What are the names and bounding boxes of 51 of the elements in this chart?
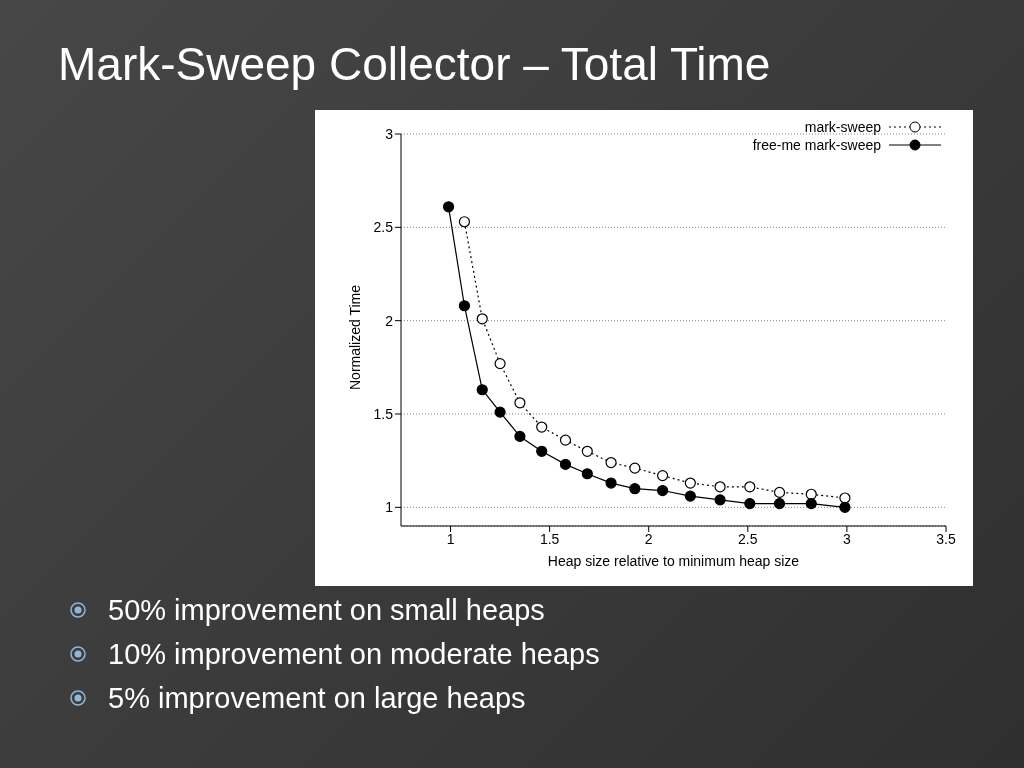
point xyxy=(559,434,572,446)
point xyxy=(629,462,641,474)
y-tick-label: 2.5 xyxy=(373,219,394,236)
y-tick-label: 2 xyxy=(385,312,394,329)
x-tick-label: 3 xyxy=(843,530,852,547)
x-axis-title: Heap size relative to minimum heap size xyxy=(547,553,800,569)
text: 10% improvement on moderate heaps xyxy=(108,637,600,671)
point xyxy=(684,490,696,502)
y-axis-title: Normalized Time xyxy=(346,284,363,390)
x-tick-label: 3.5 xyxy=(936,530,956,547)
point xyxy=(476,384,488,396)
legend-label: free-me mark-sweep xyxy=(752,137,881,153)
point xyxy=(805,488,817,500)
point xyxy=(458,216,471,228)
point xyxy=(744,481,756,493)
point xyxy=(744,498,756,510)
point xyxy=(514,430,526,442)
point xyxy=(442,201,455,213)
point xyxy=(581,468,593,480)
y-tick-label: 3 xyxy=(385,125,394,142)
point xyxy=(629,483,641,495)
text: 50% improvement on small heaps xyxy=(108,593,545,627)
y-tick-label: 1 xyxy=(385,499,394,516)
point xyxy=(714,494,726,506)
point xyxy=(514,397,526,409)
chart-title: Mark-Sweep Collector – Total Time xyxy=(58,37,772,92)
point xyxy=(657,470,669,482)
point xyxy=(657,484,669,497)
text: 5% improvement on large heaps xyxy=(108,681,526,715)
point xyxy=(839,501,851,513)
point xyxy=(476,313,488,325)
point xyxy=(773,498,786,510)
point xyxy=(605,456,617,469)
x-tick-label: 2.5 xyxy=(738,530,758,547)
point xyxy=(536,445,548,457)
point xyxy=(494,406,506,418)
point xyxy=(605,477,617,489)
point xyxy=(581,445,593,457)
point xyxy=(805,498,817,510)
x-tick-label: 1.5 xyxy=(539,530,560,547)
point xyxy=(714,481,726,493)
legend-label: mark-sweep xyxy=(804,119,881,135)
point xyxy=(536,421,548,433)
x-tick-label: 2 xyxy=(644,530,653,547)
point xyxy=(458,300,471,312)
x-tick-label: 1 xyxy=(446,530,455,547)
point xyxy=(773,486,786,498)
point xyxy=(684,477,696,489)
point xyxy=(494,358,506,370)
y-tick-label: 1.5 xyxy=(373,405,394,422)
point xyxy=(559,458,572,470)
